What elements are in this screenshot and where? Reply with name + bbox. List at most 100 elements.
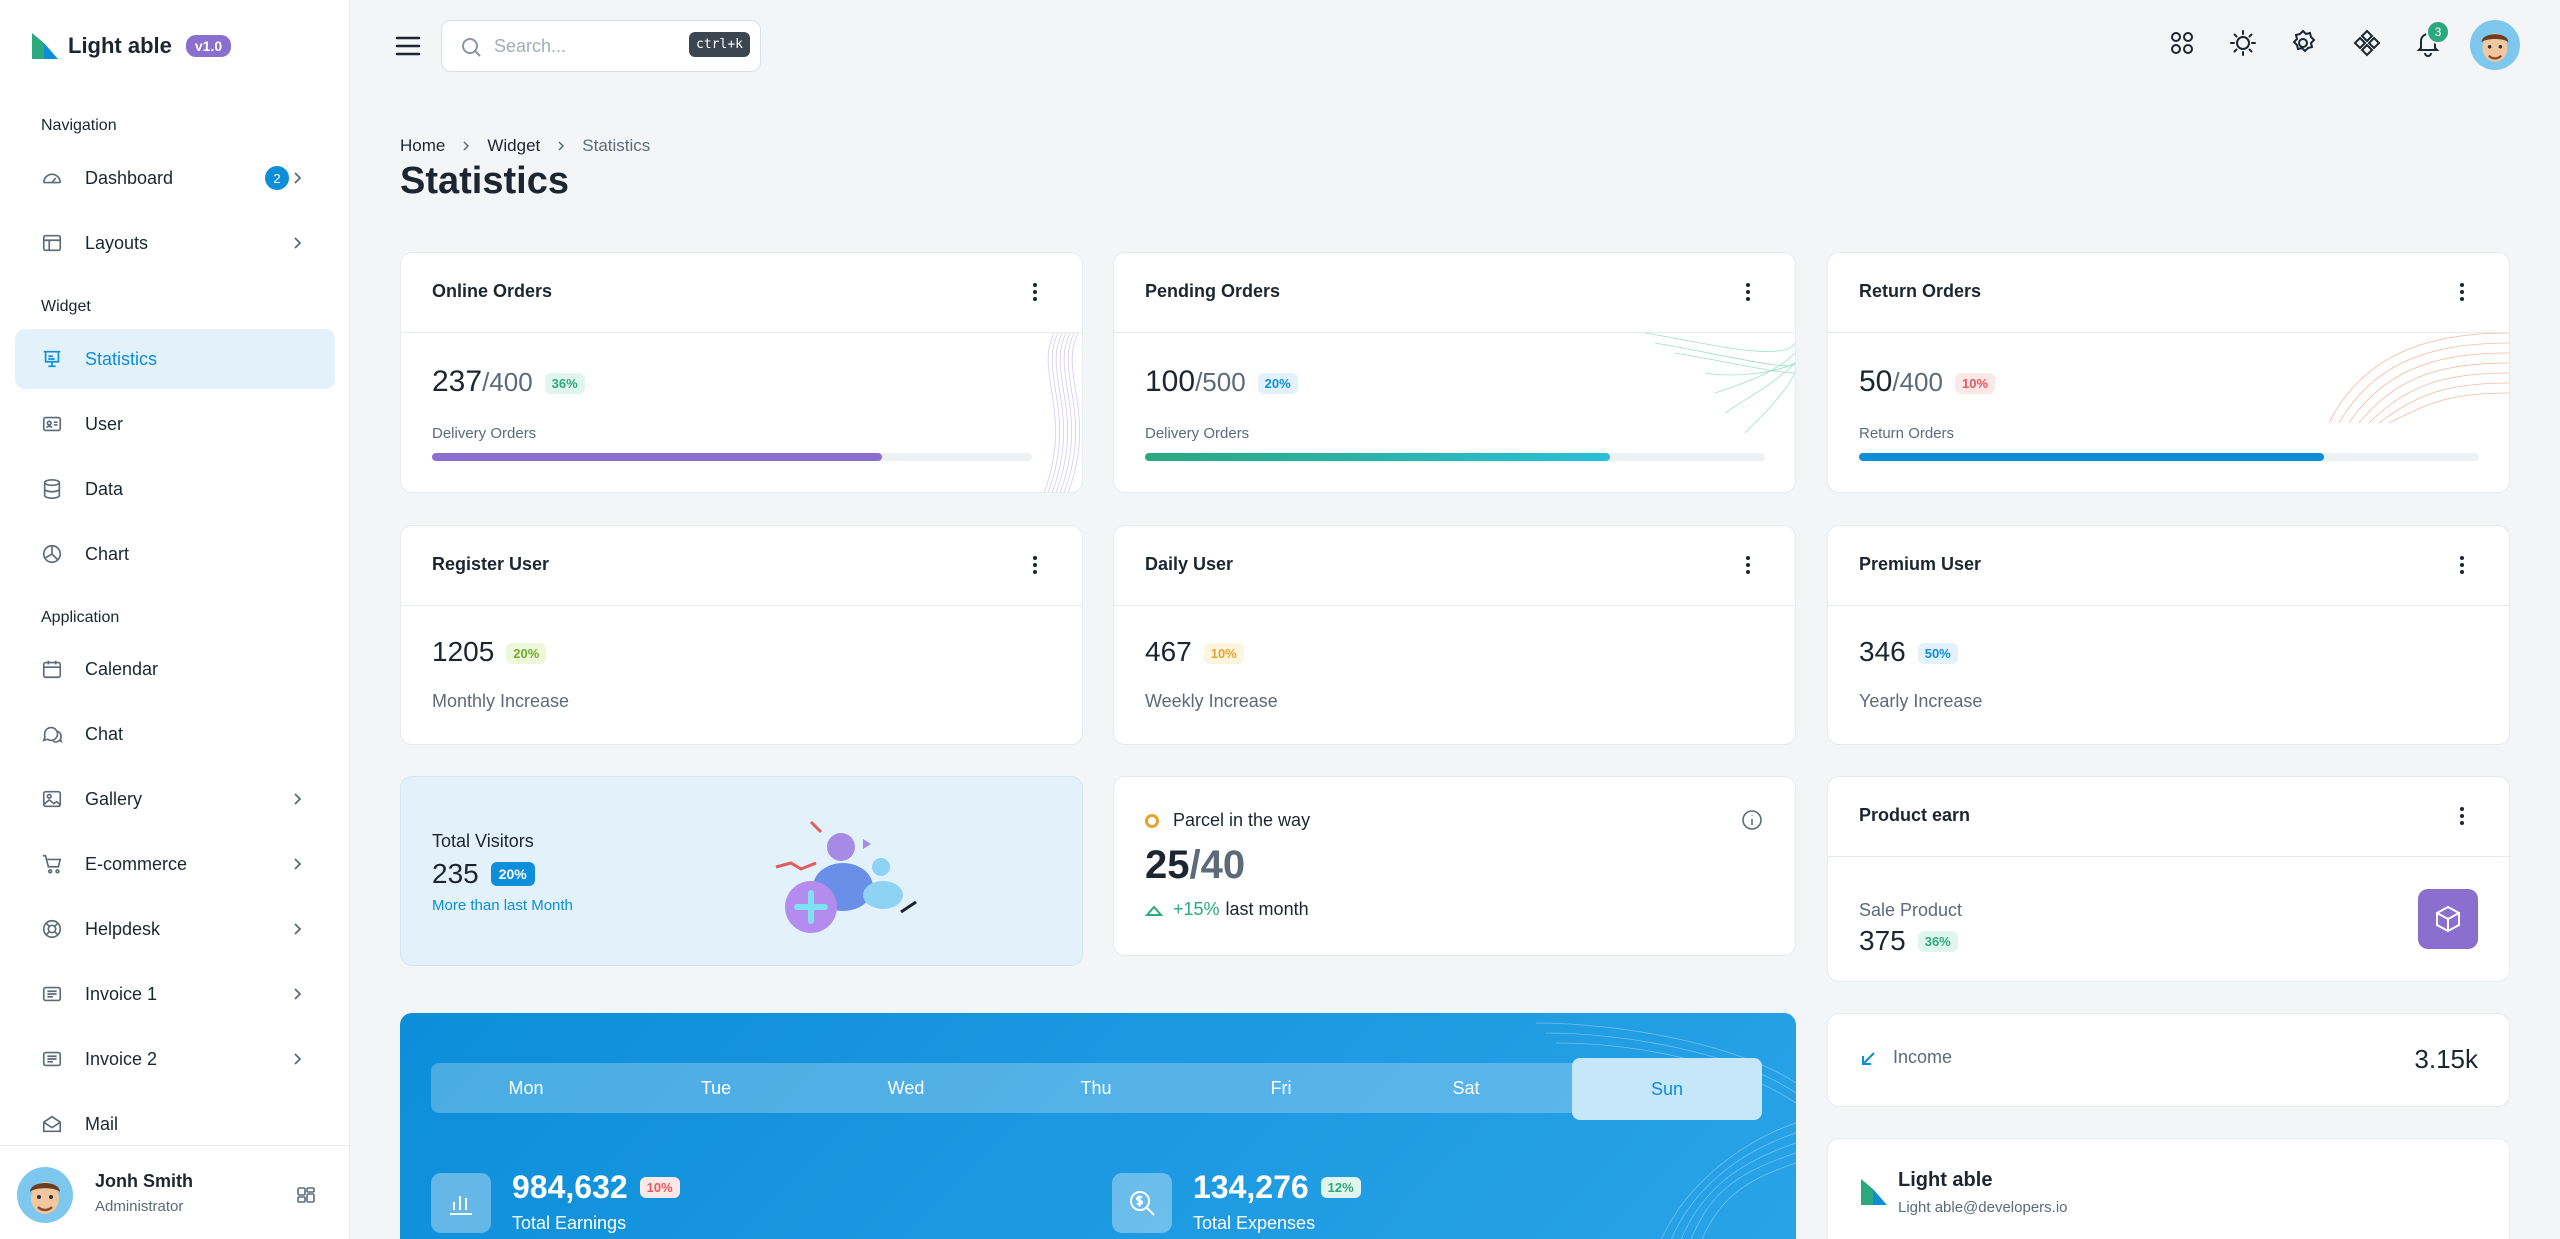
- breadcrumb-home[interactable]: Home: [400, 136, 446, 155]
- sidebar-item-chat[interactable]: Chat: [15, 704, 335, 764]
- day-tab-mon[interactable]: Mon: [508, 1077, 544, 1098]
- expenses-value: 134,276 12%: [1193, 1169, 1361, 1206]
- sidebar-item-ecommerce[interactable]: E-commerce: [15, 834, 335, 894]
- nav-caption-navigation: Navigation: [41, 117, 117, 134]
- card-title: Product earn: [1859, 805, 1971, 825]
- sidebar-item-label: Layouts: [85, 232, 149, 253]
- user-value: 467 10%: [1145, 636, 1244, 668]
- brand-card-email[interactable]: Light able@developers.io: [1898, 1199, 2068, 1216]
- sidebar-item-invoice-1[interactable]: Invoice 1: [15, 964, 335, 1024]
- more-vertical-icon[interactable]: [1745, 554, 1751, 576]
- user-menu-icon[interactable]: [295, 1184, 317, 1206]
- header-avatar[interactable]: [2470, 20, 2520, 70]
- sidebar-item-label: Mail: [85, 1113, 119, 1134]
- percent-badge: 36%: [1917, 930, 1958, 952]
- order-total: /400: [482, 367, 533, 397]
- order-value: 100/500 20%: [1145, 365, 1298, 399]
- card-title: Online Orders: [432, 281, 553, 301]
- more-vertical-icon[interactable]: [1032, 281, 1038, 303]
- sidebar-item-label: E-commerce: [85, 853, 188, 874]
- percent-badge: 20%: [506, 643, 547, 665]
- income-value: 3.15k: [2414, 1044, 2478, 1074]
- search-input[interactable]: [494, 31, 674, 61]
- brand-logo-icon: [1861, 1179, 1887, 1205]
- decorative-lines: [1645, 333, 1795, 434]
- day-tab-wed[interactable]: Wed: [887, 1077, 925, 1098]
- sidebar-item-mail[interactable]: Mail: [15, 1094, 335, 1154]
- sidebar-item-layouts[interactable]: Layouts: [15, 213, 335, 273]
- percent-badge: 36%: [544, 372, 585, 394]
- earnings-amount: 984,632: [512, 1169, 628, 1205]
- sale-label: Sale Product: [1859, 900, 1963, 920]
- brand[interactable]: Light able v1.0: [30, 30, 232, 62]
- chevron-right-icon: [294, 923, 302, 935]
- sidebar-item-calendar[interactable]: Calendar: [15, 639, 335, 699]
- more-vertical-icon[interactable]: [2459, 805, 2465, 827]
- percent-badge: 10%: [1203, 643, 1244, 665]
- progress-track: [1145, 453, 1765, 461]
- day-tab-fri[interactable]: Fri: [1270, 1077, 1292, 1098]
- sidebar-item-statistics[interactable]: Statistics: [15, 329, 335, 389]
- order-sub-label: Return Orders: [1859, 425, 1955, 442]
- more-vertical-icon[interactable]: [2459, 554, 2465, 576]
- sidebar-item-chart[interactable]: Chart: [15, 524, 335, 584]
- page-title: Statistics: [400, 160, 569, 202]
- sidebar-item-data[interactable]: Data: [15, 459, 335, 519]
- percent-badge: 20%: [1257, 372, 1298, 394]
- progress-track: [432, 453, 1032, 461]
- sun-icon[interactable]: [2229, 29, 2257, 57]
- user-card-icon: [41, 413, 63, 435]
- parcel-trend: +15% last month: [1145, 899, 1309, 920]
- more-vertical-icon[interactable]: [2459, 281, 2465, 303]
- trend-percent: +15%: [1173, 899, 1220, 919]
- chevron-right-icon: [558, 141, 565, 151]
- day-tab-sun[interactable]: Sun: [1572, 1058, 1762, 1120]
- sidebar-item-label: Helpdesk: [85, 918, 161, 939]
- sidebar-item-dashboard[interactable]: Dashboard 2: [15, 148, 335, 208]
- day-tab-sat[interactable]: Sat: [1452, 1077, 1480, 1098]
- user-desc: Yearly Increase: [1859, 691, 1983, 711]
- card-header: Return Orders: [1828, 253, 2509, 333]
- register-user-card: Register User 1205 20% Monthly Increase: [400, 525, 1083, 745]
- sidebar-item-label: Chat: [85, 723, 124, 744]
- integrations-icon[interactable]: [2353, 29, 2381, 57]
- sidebar-item-invoice-2[interactable]: Invoice 2: [15, 1029, 335, 1089]
- cart-icon: [41, 853, 63, 875]
- chevron-right-icon: [294, 793, 302, 805]
- earnings-value: 984,632 10%: [512, 1169, 680, 1206]
- more-vertical-icon[interactable]: [1745, 281, 1751, 303]
- day-tab-thu[interactable]: Thu: [1080, 1077, 1112, 1098]
- user-count: 1205: [432, 636, 495, 667]
- menu-toggle-icon[interactable]: [394, 33, 422, 59]
- search-icon: [462, 38, 481, 57]
- total-visitors-card: Total Visitors 235 20% More than last Mon…: [400, 776, 1083, 966]
- sidebar-item-gallery[interactable]: Gallery: [15, 769, 335, 829]
- percent-badge: 10%: [1954, 372, 1996, 394]
- breadcrumb-widget[interactable]: Widget: [487, 136, 541, 155]
- user-desc: Monthly Increase: [432, 691, 570, 711]
- chevron-right-icon: [294, 1053, 302, 1065]
- info-icon[interactable]: [1741, 809, 1763, 831]
- sidebar-item-label: User: [85, 413, 124, 434]
- card-header: Online Orders: [401, 253, 1082, 333]
- percent-badge: 10%: [639, 1177, 680, 1198]
- parcel-total: /40: [1189, 843, 1246, 887]
- order-value: 50/400 10%: [1859, 365, 1996, 399]
- avatar[interactable]: [17, 1167, 73, 1223]
- sidebar-item-helpdesk[interactable]: Helpdesk: [15, 899, 335, 959]
- sidebar-item-user[interactable]: User: [15, 394, 335, 454]
- image-icon: [41, 788, 63, 810]
- more-vertical-icon[interactable]: [1032, 554, 1038, 576]
- brand-version-badge: v1.0: [185, 35, 232, 57]
- percent-badge: 12%: [1320, 1177, 1361, 1198]
- visitors-value: 235 20%: [432, 858, 535, 890]
- card-title: Pending Orders: [1145, 281, 1281, 301]
- order-sub-label: Delivery Orders: [432, 425, 537, 442]
- search-shortcut-badge: ctrl+k: [689, 32, 750, 57]
- arrow-down-left-icon: [1862, 1052, 1875, 1065]
- day-tab-tue[interactable]: Tue: [700, 1077, 732, 1098]
- gear-icon[interactable]: [2289, 29, 2317, 57]
- apps-grid-icon[interactable]: [2168, 29, 2196, 57]
- user-value: 346 50%: [1859, 636, 1958, 668]
- sidebar-item-label: Statistics: [85, 348, 158, 369]
